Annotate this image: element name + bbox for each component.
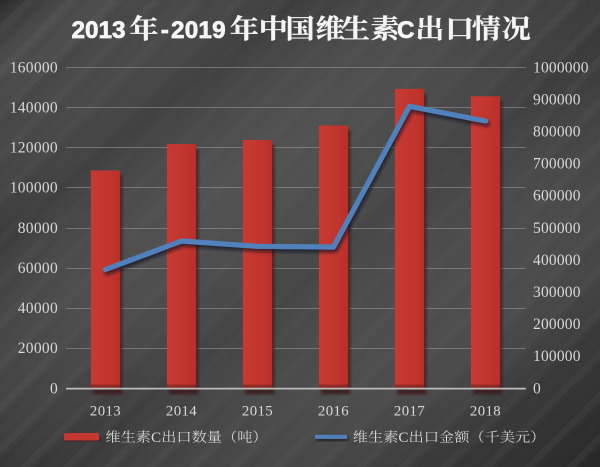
svg-text:120000: 120000: [10, 140, 58, 157]
svg-text:2015: 2015: [242, 403, 273, 419]
svg-text:0: 0: [533, 380, 541, 397]
svg-text:1000000: 1000000: [533, 59, 589, 76]
svg-text:800000: 800000: [533, 124, 581, 141]
svg-text:C: C: [398, 429, 408, 446]
svg-text:140000: 140000: [10, 99, 58, 116]
svg-text:2016: 2016: [318, 403, 349, 419]
svg-text:C: C: [397, 17, 415, 44]
svg-text:20000: 20000: [18, 340, 58, 357]
svg-text:2019: 2019: [171, 17, 226, 44]
svg-text:2014: 2014: [166, 403, 197, 419]
svg-text:700000: 700000: [533, 156, 581, 173]
svg-text:100000: 100000: [10, 180, 58, 197]
svg-text:80000: 80000: [18, 220, 58, 237]
svg-text:900000: 900000: [533, 91, 581, 108]
svg-text:-: -: [161, 17, 169, 44]
svg-text:600000: 600000: [533, 188, 581, 205]
svg-text:0: 0: [50, 380, 58, 397]
svg-text:2013: 2013: [72, 17, 126, 44]
svg-text:300000: 300000: [533, 284, 581, 301]
svg-text:500000: 500000: [533, 220, 581, 237]
svg-text:200000: 200000: [533, 316, 581, 333]
svg-text:400000: 400000: [533, 252, 581, 269]
svg-text:60000: 60000: [18, 260, 58, 277]
svg-text:2018: 2018: [470, 403, 501, 419]
svg-text:40000: 40000: [18, 300, 58, 317]
svg-text:2013: 2013: [90, 403, 121, 419]
svg-text:C: C: [151, 429, 161, 446]
svg-text:160000: 160000: [10, 59, 58, 76]
svg-text:2017: 2017: [394, 403, 425, 419]
svg-text:100000: 100000: [533, 348, 581, 365]
